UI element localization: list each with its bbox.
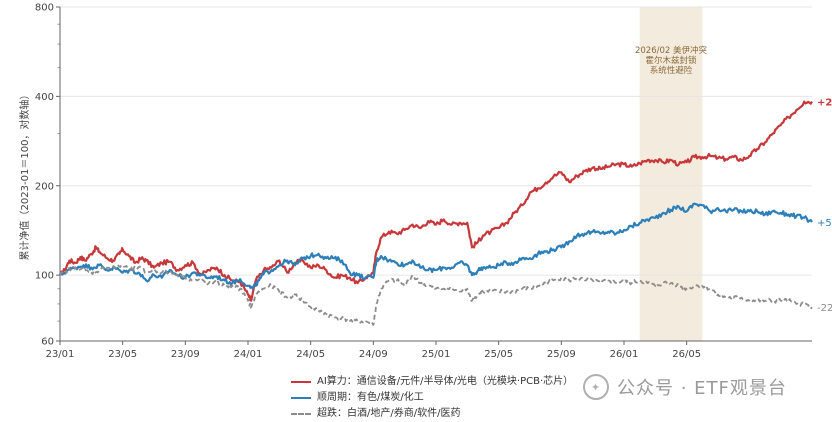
y-tick-label: 60 <box>41 337 54 348</box>
shaded-region-label: 霍尔木兹封锁 <box>645 55 697 66</box>
x-tick-label: 23/01 <box>46 349 75 360</box>
series-end-label-1: +51% <box>817 218 832 229</box>
y-tick-label: 100 <box>35 271 54 282</box>
y-tick-label: 400 <box>35 92 54 103</box>
legend-label-bear: 超跌：白酒/地产/券商/软件/医药 <box>317 408 461 419</box>
x-tick-label: 25/01 <box>422 349 451 360</box>
x-tick-label: 23/05 <box>108 349 137 360</box>
legend-swatch-bear <box>291 413 311 415</box>
y-tick-label: 200 <box>35 181 54 192</box>
x-tick-label: 23/09 <box>171 349 200 360</box>
legend-swatch-cyc <box>291 397 311 399</box>
y-tick-label: 800 <box>35 3 54 14</box>
legend-item-bear: 超跌：白酒/地产/券商/软件/医药 <box>291 406 573 422</box>
watermark-text: 公众号 · ETF观景台 <box>617 378 787 399</box>
y-axis-label: 累计净值（2023-01＝100，对数轴） <box>18 90 31 261</box>
series-line-2 <box>59 264 813 326</box>
shaded-region-rect <box>639 7 703 341</box>
watermark: ✦ 公众号 · ETF观景台 <box>583 374 787 400</box>
series-end-label-2: -22% <box>817 303 832 314</box>
legend-item-ai: AI算力：通信设备/元件/半导体/光电（光模块·PCB·芯片） <box>291 374 573 390</box>
wechat-icon: ✦ <box>583 374 609 400</box>
legend-label-cyc: 顺周期：有色/煤炭/化工 <box>317 392 424 403</box>
x-tick-label: 24/05 <box>296 349 325 360</box>
legend-item-cyc: 顺周期：有色/煤炭/化工 <box>291 390 573 406</box>
axes: 60 100 200 400 800 23/01 23/05 23/09 24/01 24/05 2… <box>35 3 812 360</box>
series-lines <box>58 100 813 326</box>
legend-swatch-ai <box>291 381 311 383</box>
x-tick-label: 25/05 <box>484 349 513 360</box>
x-tick-label: 26/05 <box>672 349 701 360</box>
x-tick-label: 25/09 <box>547 349 576 360</box>
x-tick-label: 26/01 <box>610 349 639 360</box>
x-tick-label: 24/09 <box>359 349 388 360</box>
series-line-0 <box>58 100 813 302</box>
series-line-1 <box>59 202 813 290</box>
legend: AI算力：通信设备/元件/半导体/光电（光模块·PCB·芯片） 顺周期：有色/煤… <box>291 374 573 422</box>
x-tick-label: 24/01 <box>234 349 263 360</box>
shaded-region-label: 系统性避险 <box>650 65 693 76</box>
legend-label-ai: AI算力：通信设备/元件/半导体/光电（光模块·PCB·芯片） <box>317 376 574 387</box>
shaded-region-label: 2026/02 美伊冲突 <box>635 45 708 56</box>
shaded-region <box>639 7 703 341</box>
series-end-label-0: +284% <box>817 98 832 109</box>
